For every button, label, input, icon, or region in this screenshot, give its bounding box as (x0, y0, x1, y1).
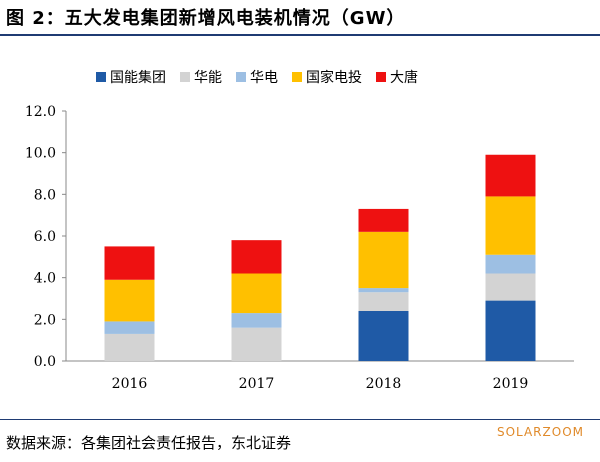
legend-swatch (292, 72, 302, 82)
x-tick-label: 2016 (112, 376, 148, 392)
bar-segment (231, 313, 282, 328)
bar-segment (485, 300, 536, 361)
y-tick-label: 6.0 (34, 229, 56, 245)
legend-label: 大唐 (390, 70, 418, 86)
legend-item-huadian: 华电 (236, 67, 278, 87)
bar-segment (104, 321, 155, 334)
bar-segment (104, 246, 155, 280)
bar-segment (485, 273, 536, 301)
bar-segment (231, 240, 282, 274)
bar-segment (485, 196, 536, 255)
bar-segment (358, 208, 409, 232)
bar-segment (485, 254, 536, 274)
legend-item-spic: 国家电投 (292, 67, 362, 87)
bar-segment (358, 311, 409, 361)
chart-title: 图 2：五大发电集团新增风电装机情况（GW） (6, 8, 406, 29)
y-tick-label: 8.0 (34, 187, 56, 203)
y-tick-label: 0.0 (34, 354, 56, 370)
x-tick-label: 2017 (239, 376, 275, 392)
legend-swatch (180, 72, 190, 82)
x-tick-label: 2018 (366, 376, 402, 392)
x-tick-label: 2019 (493, 376, 529, 392)
watermark: SOLARZOOM (496, 425, 584, 439)
y-tick-label: 2.0 (34, 312, 56, 328)
legend-label: 华能 (194, 70, 222, 86)
bar-segment (104, 279, 155, 322)
legend-item-guoneng: 国能集团 (96, 67, 166, 87)
y-tick-label: 10.0 (25, 146, 56, 162)
bar-segment (104, 333, 155, 361)
bar-segment (358, 288, 409, 293)
legend-item-huaneng: 华能 (180, 67, 222, 87)
y-tick-label: 4.0 (34, 271, 56, 287)
legend-item-datang: 大唐 (376, 67, 418, 87)
legend-swatch (96, 72, 106, 82)
title-divider (0, 34, 600, 36)
legend-label: 国能集团 (110, 70, 166, 86)
bar-segment (358, 231, 409, 289)
footer-divider (0, 419, 600, 420)
legend-swatch (236, 72, 246, 82)
bar-segment (231, 327, 282, 361)
source-note: 数据来源：各集团社会责任报告，东北证券 (6, 434, 292, 452)
bar-segment (231, 273, 282, 314)
bar-segment (485, 154, 536, 197)
y-tick-label: 12.0 (25, 104, 56, 120)
legend-label: 国家电投 (306, 70, 362, 86)
legend: 国能集团 华能 华电 国家电投 大唐 (96, 67, 418, 87)
legend-label: 华电 (250, 70, 278, 86)
legend-swatch (376, 72, 386, 82)
stacked-bar-chart: 0.0 2.0 4.0 6.0 8.0 10.0 12.0 2016 2017 2018 2019 (25, 104, 574, 392)
bar-segment (358, 292, 409, 311)
